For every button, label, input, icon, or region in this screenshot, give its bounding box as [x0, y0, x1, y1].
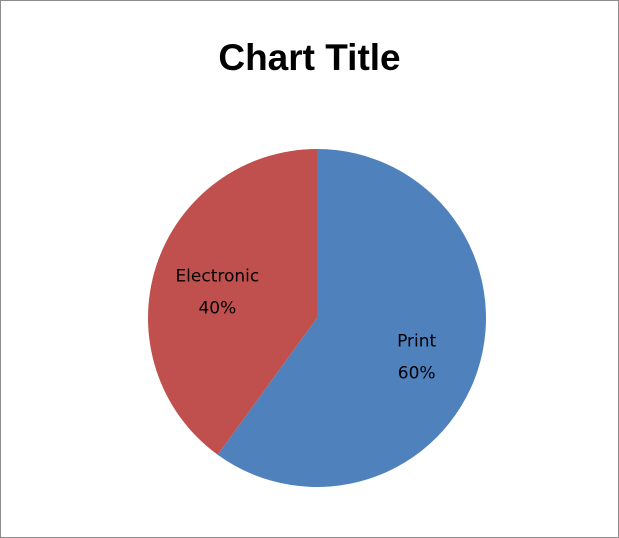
pie-slice-print — [217, 149, 486, 487]
data-label-value-print: 60% — [398, 363, 436, 383]
data-label-category-print: Print — [397, 331, 436, 351]
data-label-category-electronic: Electronic — [175, 267, 259, 287]
pie-slice-electronic — [147, 149, 317, 455]
data-label-value-electronic: 40% — [198, 299, 236, 319]
chart-title: Chart Title — [218, 37, 401, 78]
